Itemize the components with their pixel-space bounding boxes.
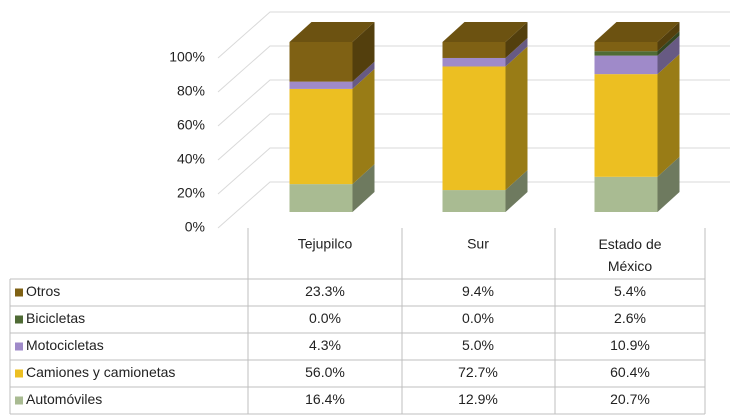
legend-label: Camiones y camionetas [26, 364, 175, 380]
bar-front [442, 66, 506, 191]
bar-segment [442, 22, 528, 58]
bar-segment [594, 31, 680, 56]
table-cell: 60.4% [610, 364, 650, 380]
legend-swatch [15, 369, 23, 378]
legend-swatch [15, 342, 23, 351]
bar-side [657, 54, 680, 177]
table-cell: 0.0% [462, 310, 494, 326]
table-cell: 56.0% [305, 364, 345, 380]
bar-top [594, 22, 680, 42]
bar-segment [289, 22, 375, 82]
bar-front [442, 190, 506, 212]
legend-swatch [15, 315, 23, 324]
bar-segment [442, 170, 528, 212]
table-cell: 16.4% [305, 391, 345, 407]
table-cell: 5.0% [462, 337, 494, 353]
x-tick-label: Tejupilco [298, 236, 353, 252]
grid-line [217, 113, 730, 161]
bar-segment [594, 35, 680, 75]
bar-front [442, 57, 506, 67]
bar-side [657, 35, 680, 75]
table-cell: 5.4% [614, 283, 646, 299]
bar-front [594, 74, 658, 177]
legend-label: Motocicletas [26, 337, 104, 353]
y-tick-label: 20% [177, 185, 205, 201]
bar-front [594, 55, 658, 75]
bar-segment [594, 54, 680, 177]
legend-label: Otros [26, 283, 60, 299]
y-tick-label: 0% [185, 219, 205, 235]
x-tick-label: Sur [467, 236, 489, 252]
legend-label: Bicicletas [26, 310, 85, 326]
bar-side [657, 22, 680, 52]
y-tick-label: 80% [177, 83, 205, 99]
bar-segment [442, 37, 528, 67]
legend-swatch [15, 288, 23, 297]
y-tick-label: 40% [177, 151, 205, 167]
bar-segment [289, 68, 375, 185]
bar-side [657, 31, 680, 56]
bar-side [657, 156, 680, 212]
bar-front [289, 42, 353, 82]
bar-side [352, 164, 375, 212]
grid-line [217, 79, 730, 127]
bar-top [442, 22, 528, 42]
y-tick-label: 60% [177, 117, 205, 133]
bar-side [505, 22, 528, 58]
table-cell: 12.9% [458, 391, 498, 407]
bar-segment [594, 156, 680, 212]
bar-side [505, 46, 528, 191]
bar-side [352, 61, 375, 89]
table-cell: 0.0% [309, 310, 341, 326]
bar-front [594, 51, 658, 56]
legend-swatch [15, 396, 23, 405]
table-cell: 72.7% [458, 364, 498, 380]
grid-line [217, 45, 730, 93]
grid-line [217, 11, 730, 59]
bar-top [289, 22, 375, 42]
bar-front [289, 81, 353, 89]
bar-front [594, 42, 658, 52]
bar-front [594, 176, 658, 212]
table-cell: 20.7% [610, 391, 650, 407]
table-cell: 23.3% [305, 283, 345, 299]
bar-side [505, 37, 528, 67]
grid-line [217, 147, 730, 195]
table-cell: 4.3% [309, 337, 341, 353]
grid-line [217, 181, 730, 229]
bar-side [352, 22, 375, 82]
bar-segment [594, 22, 680, 52]
bar-side [352, 68, 375, 185]
y-tick-label: 100% [169, 49, 205, 65]
bar-segment [442, 46, 528, 191]
bar-front [442, 42, 506, 58]
bar-segment [289, 164, 375, 212]
x-tick-label: Estado de México [598, 236, 661, 274]
bar-side [505, 170, 528, 212]
table-cell: 10.9% [610, 337, 650, 353]
table-cell: 2.6% [614, 310, 646, 326]
bar-front [289, 184, 353, 212]
table-cell: 9.4% [462, 283, 494, 299]
bar-segment [289, 61, 375, 89]
bar-front [289, 88, 353, 185]
legend-label: Automóviles [26, 391, 102, 407]
